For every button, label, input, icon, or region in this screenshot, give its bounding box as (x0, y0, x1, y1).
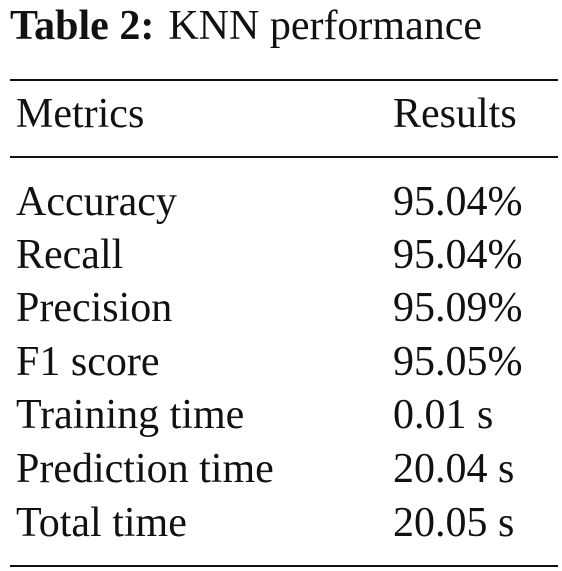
table-caption-title: KNN performance (168, 3, 483, 49)
row-total-time-metric: Total time (16, 500, 187, 546)
row-total-time-result: 20.05 s (393, 500, 515, 546)
table-header-rule (10, 156, 558, 158)
row-accuracy-result: 95.04% (393, 179, 523, 225)
row-recall-metric: Recall (16, 232, 124, 278)
row-accuracy-metric: Accuracy (16, 179, 177, 225)
table-caption: Table 2: KNN performance (10, 2, 482, 50)
row-training-time-metric: Training time (16, 392, 245, 438)
row-recall-result: 95.04% (393, 232, 523, 278)
row-precision-metric: Precision (16, 285, 173, 331)
table-bottom-rule (10, 565, 558, 567)
row-training-time-result: 0.01 s (393, 392, 494, 438)
row-prediction-time-metric: Prediction time (16, 446, 274, 492)
row-prediction-time-result: 20.04 s (393, 446, 515, 492)
table-caption-label: Table 2: (10, 3, 155, 49)
row-f1-metric: F1 score (16, 339, 160, 385)
row-precision-result: 95.09% (393, 285, 523, 331)
header-results: Results (393, 91, 517, 137)
header-metrics: Metrics (16, 91, 145, 137)
table-top-rule (10, 79, 558, 81)
row-f1-result: 95.05% (393, 339, 523, 385)
